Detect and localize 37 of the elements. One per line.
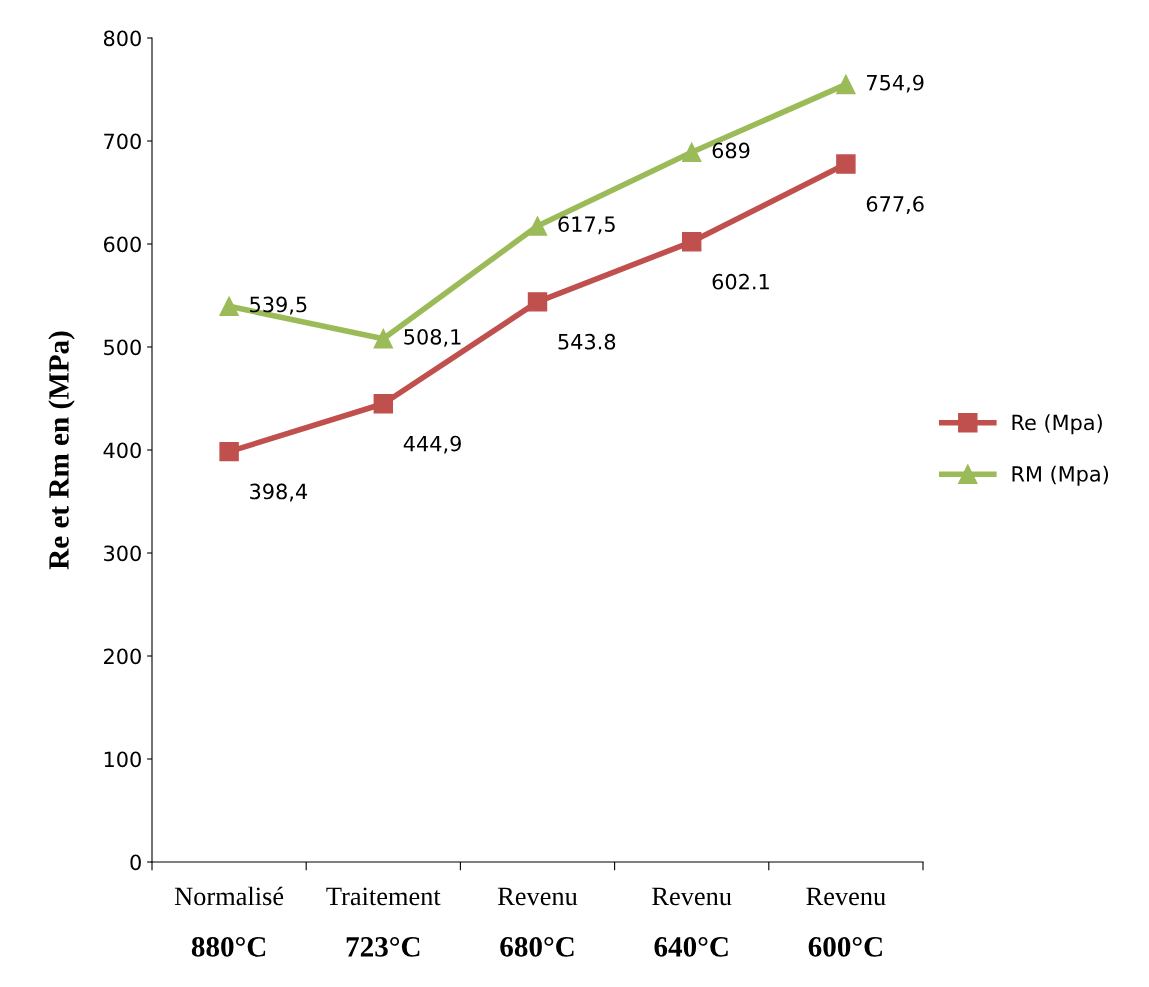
data-label: 398,4 [250, 483, 308, 502]
legend-label: RM (Mpa) [1012, 465, 1108, 486]
point [681, 142, 702, 163]
category-label: Traitement 723°C [326, 887, 441, 957]
point [373, 394, 394, 414]
data-label: 677,6 [866, 196, 924, 214]
y-axis-title: Re et Rm en (MPa) [48, 331, 75, 570]
y-tick-label: 0 [130, 854, 141, 871]
data-label: 754,9 [867, 74, 924, 93]
point [219, 441, 239, 462]
data-label: 508,1 [404, 328, 461, 347]
y-tick-label: 100 [104, 751, 141, 768]
category-label: Revenu 600°C [806, 887, 886, 957]
data-label: 689 [712, 142, 750, 159]
legend-label: Re (Mpa) [1012, 414, 1102, 435]
point [219, 296, 239, 317]
point [527, 292, 548, 312]
y-tick-label: 200 [104, 648, 141, 665]
y-tick-label: 800 [103, 30, 141, 47]
point [373, 328, 394, 349]
y-tick-label: 300 [104, 545, 141, 562]
point [681, 232, 702, 252]
point [527, 216, 548, 236]
category-label: Revenu 640°C [652, 887, 732, 957]
point [836, 154, 856, 174]
category-label: Revenu 680°C [497, 887, 578, 957]
y-tick-label: 400 [103, 442, 141, 459]
data-label: 539,5 [250, 296, 307, 315]
data-label: 543.8 [558, 333, 616, 350]
y-tick-label: 600 [103, 236, 141, 253]
point [836, 74, 856, 95]
category-label: Normalisé 880°C [174, 886, 284, 957]
y-tick-label: 500 [104, 339, 141, 356]
data-label: 617,5 [558, 216, 615, 235]
y-tick-label: 700 [104, 133, 141, 150]
data-label: 602.1 [712, 273, 769, 290]
data-label: 444,9 [403, 435, 461, 454]
